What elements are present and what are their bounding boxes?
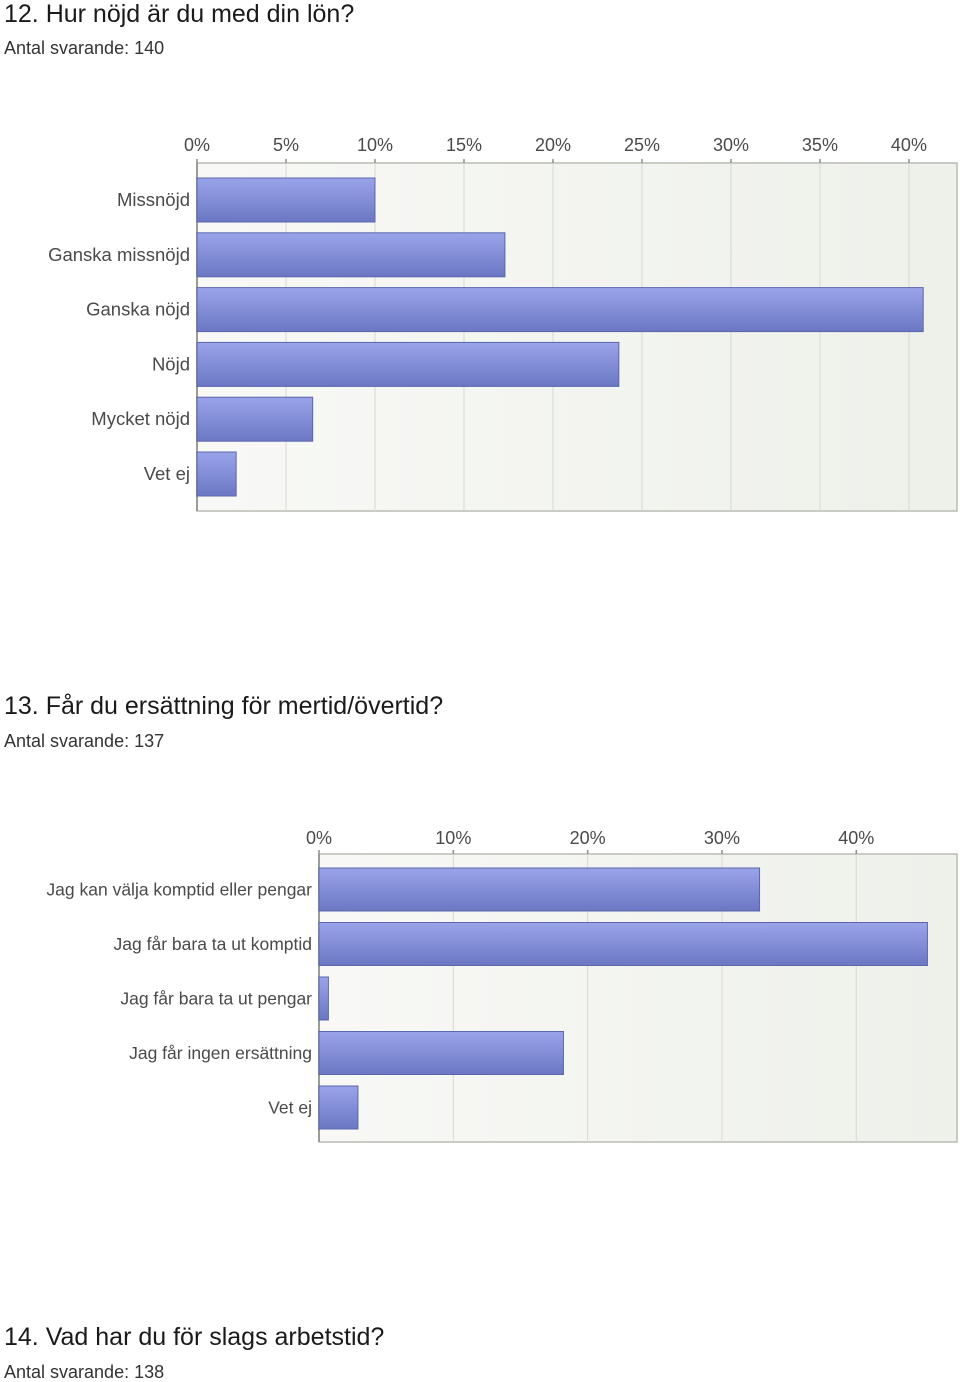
question-14-respondents: Antal svarande: 138 (4, 1362, 165, 1382)
category-label: Jag får bara ta ut pengar (120, 989, 312, 1009)
chart-overtime-compensation: 0% 10% 20% 30% 40% Jag kan välja komptid elle… (46, 828, 958, 1143)
category-label: Ganska missnöjd (48, 244, 190, 265)
question-13-respondents: Antal svarande: 137 (4, 731, 165, 751)
tick-label: 15% (446, 135, 482, 155)
tick-label: 20% (535, 135, 571, 155)
category-label: Jag får ingen ersättning (129, 1043, 312, 1063)
bar (196, 396, 314, 442)
bar (196, 451, 237, 497)
tick-label: 25% (624, 135, 660, 155)
category-label: Nöjd (152, 353, 190, 374)
category-label: Vet ej (144, 463, 190, 484)
tick-label: 30% (713, 135, 749, 155)
question-14-title: 14. Vad har du för slags arbetstid? (4, 1323, 385, 1351)
category-label: Ganska nöjd (86, 299, 190, 320)
bar (196, 341, 620, 387)
category-label: Vet ej (268, 1098, 312, 1118)
bar (196, 177, 376, 223)
bar (318, 867, 761, 912)
tick-label: 20% (570, 828, 606, 848)
bar (318, 976, 329, 1021)
category-label: Missnöjd (117, 189, 190, 210)
tick-label: 40% (838, 828, 874, 848)
tick-label: 40% (891, 135, 927, 155)
bar (318, 922, 928, 966)
tick-label: 30% (704, 828, 740, 848)
tick-label: 10% (435, 828, 471, 848)
tick-label: 5% (273, 135, 299, 155)
tick-label: 0% (184, 135, 210, 155)
bar (196, 232, 506, 278)
bar (318, 1085, 359, 1130)
bar (196, 287, 924, 333)
tick-label: 35% (802, 135, 838, 155)
question-12-title: 12. Hur nöjd är du med din lön? (4, 0, 355, 28)
tick-label: 10% (357, 135, 393, 155)
category-label: Jag kan välja komptid eller pengar (46, 880, 312, 900)
category-label: Mycket nöjd (91, 408, 190, 429)
chart-salary-satisfaction: 0% 5% 10% 15% 20% 25% 30% 35% 40% Missnöjd Ganska … (48, 135, 958, 512)
question-13-title: 13. Får du ersättning för mertid/övertid… (4, 692, 444, 720)
tick-label: 0% (306, 828, 332, 848)
question-12-respondents: Antal svarande: 140 (4, 38, 165, 58)
bar (318, 1031, 564, 1075)
category-label: Jag får bara ta ut komptid (114, 934, 312, 954)
